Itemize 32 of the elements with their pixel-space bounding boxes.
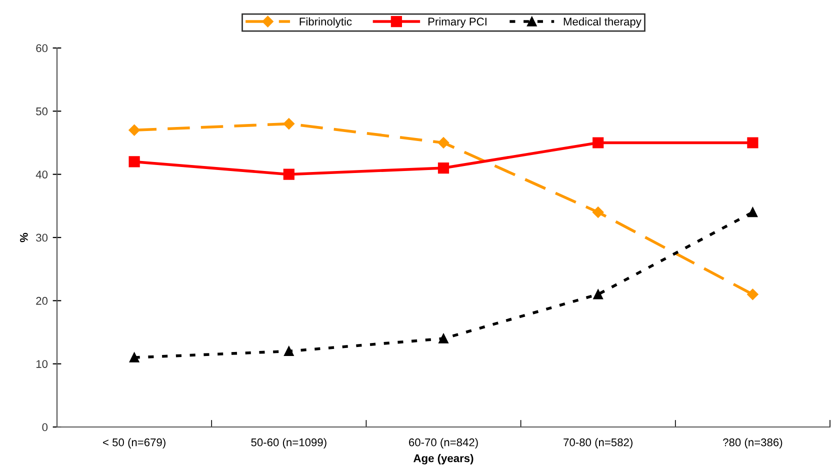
y-tick-label: 60: [36, 44, 48, 52]
point: [748, 207, 758, 218]
point: [438, 162, 450, 174]
point: [747, 137, 758, 148]
point: [284, 346, 294, 356]
y-tick-label: 20: [36, 296, 48, 305]
point: [128, 124, 140, 136]
point: [283, 118, 295, 130]
point: [283, 168, 294, 180]
point: [129, 352, 140, 362]
y-axis-title: %: [20, 232, 28, 242]
point: [128, 156, 140, 168]
y-tick-label: 10: [36, 360, 48, 368]
legend-label: Primary PCI: [428, 17, 486, 28]
point: [438, 137, 450, 148]
legend-label: Fibrinolytic: [300, 17, 352, 28]
y-tick-label: 50: [36, 107, 48, 116]
x-axis-title: Age (years): [414, 454, 474, 464]
x-tick-label: 60-70 (n=842): [409, 438, 478, 448]
legend-label: Medical therapy: [564, 17, 642, 28]
x-tick-label: 70-80 (n=582): [564, 438, 632, 448]
x-tick-label: 50-60 (n=1099): [251, 438, 326, 448]
y-tick-label: 0: [42, 423, 48, 432]
point: [747, 288, 758, 300]
point: [438, 334, 448, 344]
y-tick-label: 30: [36, 234, 48, 242]
y-tick-label: 40: [36, 170, 48, 178]
x-tick-label: ?80 (n=386): [723, 438, 782, 448]
point: [592, 206, 604, 218]
point: [593, 289, 603, 300]
point: [592, 137, 604, 148]
x-tick-label: < 50 (n=679): [103, 438, 166, 448]
